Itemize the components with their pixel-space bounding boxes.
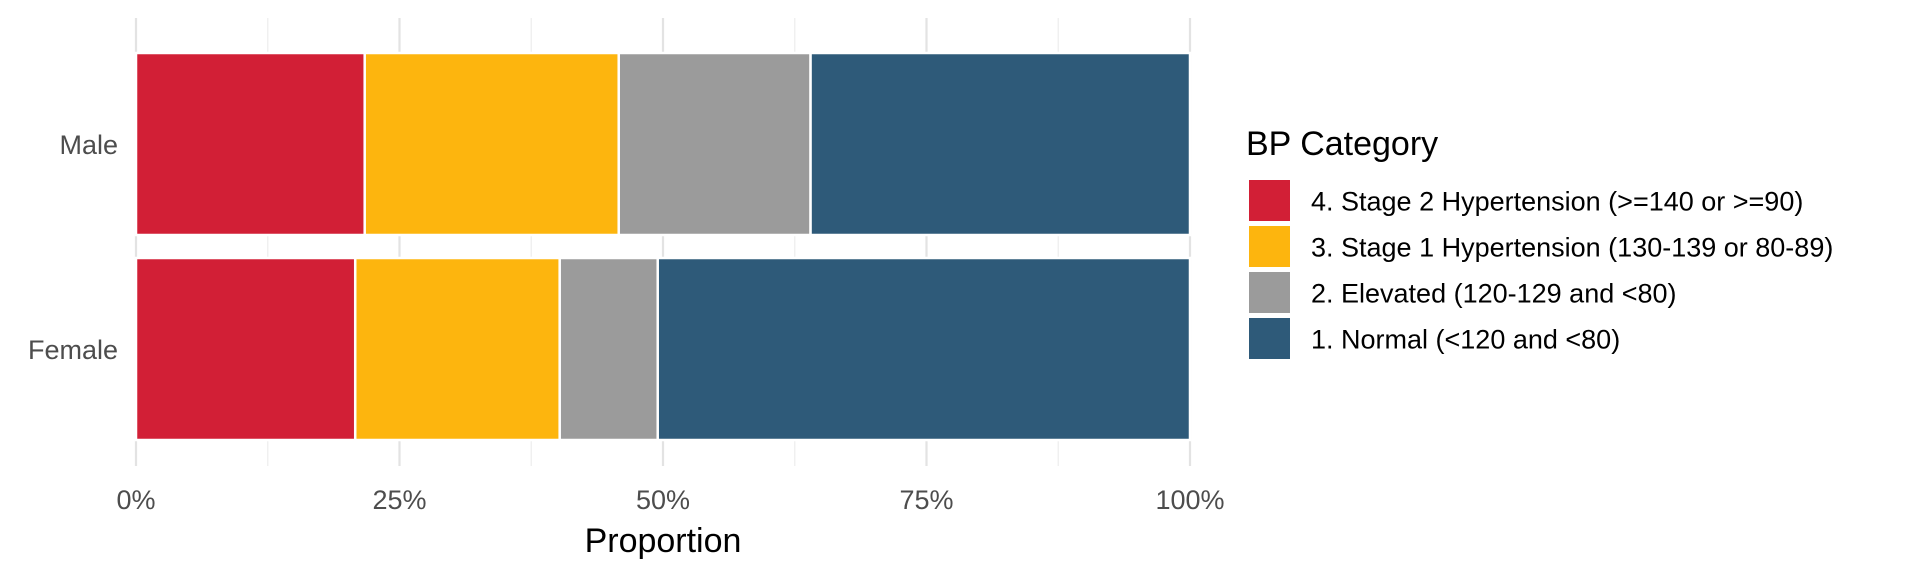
bar-segment (363, 51, 620, 237)
legend: BP Category 4. Stage 2 Hypertension (>=1… (1246, 125, 1833, 359)
bar-segment (558, 256, 659, 442)
legend-label: 2. Elevated (120-129 and <80) (1311, 279, 1677, 309)
legend-label: 1. Normal (<120 and <80) (1311, 325, 1620, 355)
legend-title: BP Category (1246, 125, 1438, 163)
x-tick-label: 25% (372, 485, 426, 515)
x-tick-label: 0% (116, 485, 155, 515)
y-tick-label: Female (28, 335, 118, 365)
x-tick-label: 75% (899, 485, 953, 515)
bar-segment (134, 256, 357, 442)
x-tick-label: 50% (636, 485, 690, 515)
bar-segment (656, 256, 1192, 442)
x-tick-label: 100% (1155, 485, 1224, 515)
bar-segment (134, 51, 366, 237)
legend-label: 4. Stage 2 Hypertension (>=140 or >=90) (1311, 187, 1803, 217)
x-tick-labels: 0% 25% 50% 75% 100% (116, 485, 1224, 515)
bars (134, 51, 1192, 442)
bar-segment (617, 51, 812, 237)
bar-segment (809, 51, 1192, 237)
legend-key (1249, 226, 1290, 267)
y-tick-label: Male (59, 130, 118, 160)
legend-key (1249, 272, 1290, 313)
legend-label: 3. Stage 1 Hypertension (130-139 or 80-8… (1311, 233, 1833, 263)
x-axis-title: Proportion (585, 522, 742, 560)
legend-key (1249, 180, 1290, 221)
legend-key (1249, 318, 1290, 359)
bar-segment (353, 256, 561, 442)
y-tick-labels: Male Female (28, 130, 118, 365)
